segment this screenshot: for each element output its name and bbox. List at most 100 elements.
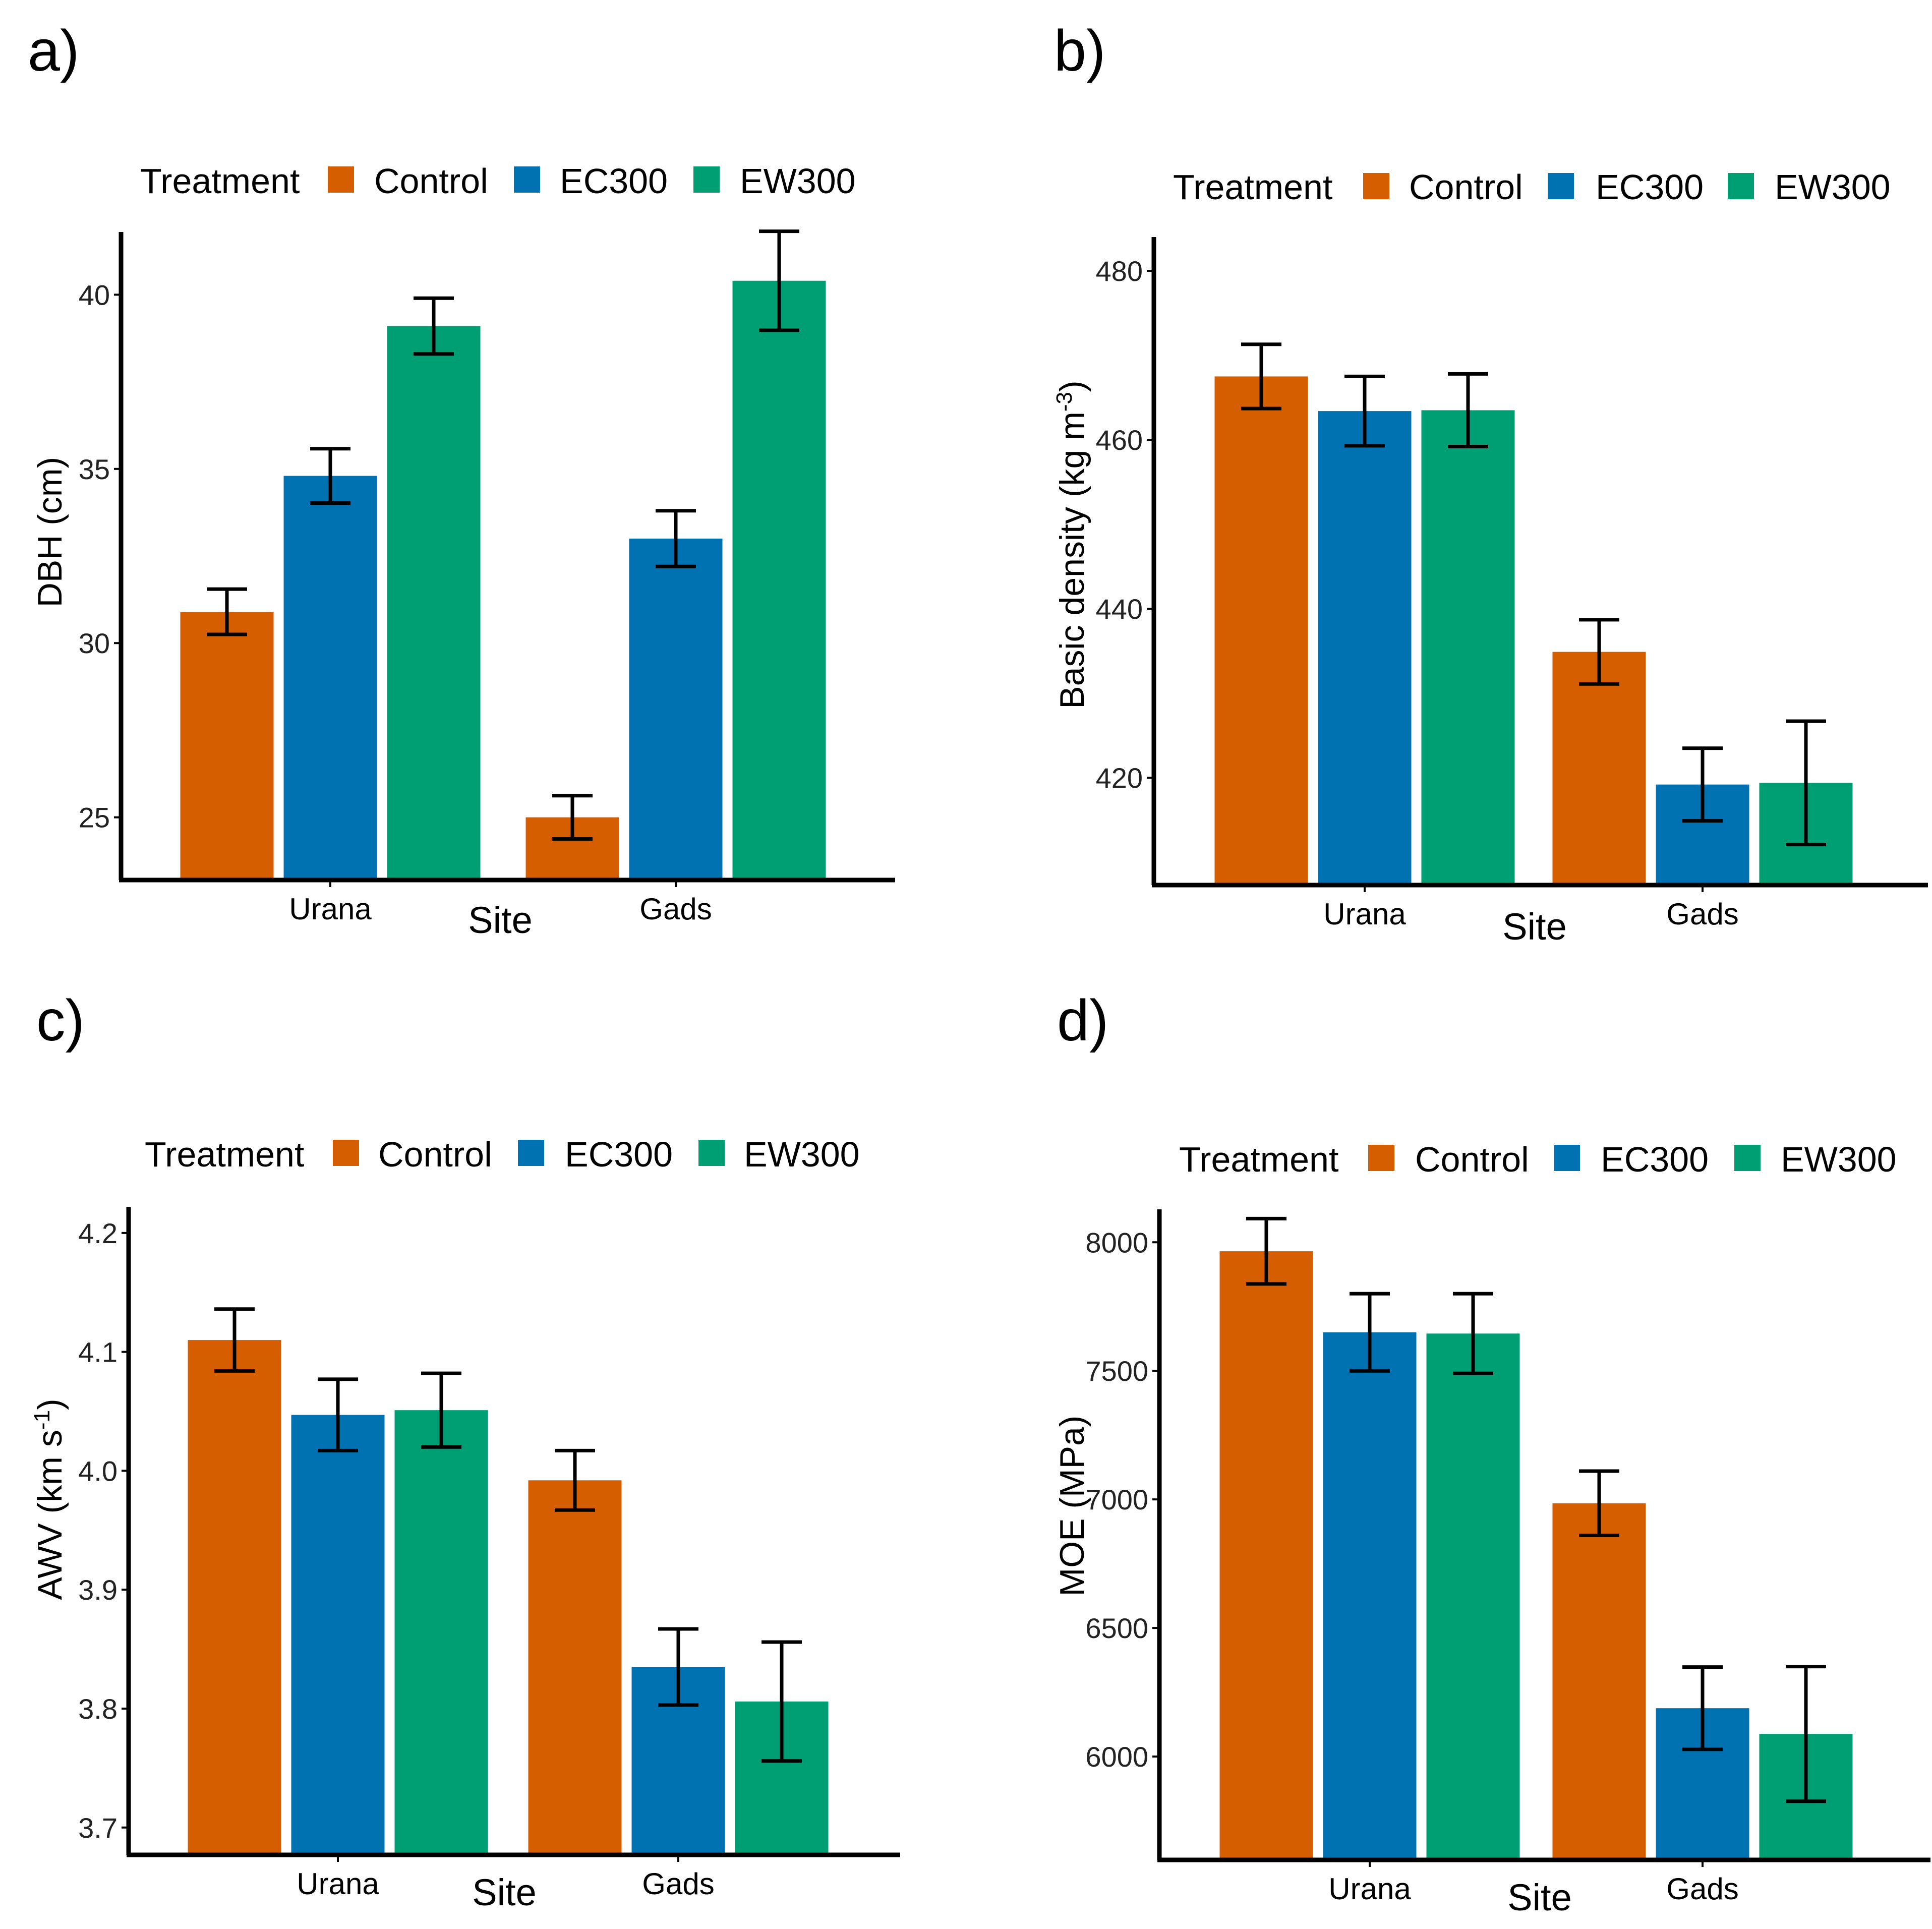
bar-gads-control	[1552, 1503, 1646, 1860]
axis-layer: Urana Gads 6000 6500 7000 7500 8000	[1085, 1209, 1930, 1906]
x-axis-title: Site	[472, 1872, 537, 1913]
legend-label-control: Control	[374, 161, 488, 201]
bars-layer	[188, 1340, 829, 1855]
errorbar-urana-ec300	[318, 1377, 358, 1452]
x-tick-label: Urana	[289, 892, 372, 926]
x-tick-label: Gads	[1666, 897, 1738, 931]
y-tick-label: 7500	[1085, 1355, 1148, 1387]
y-axis-title-main: MOE (MPa)	[1053, 1416, 1091, 1597]
y-axis-title: Basic density (kg m-3)	[1052, 380, 1092, 709]
errorbar-gads-control	[1579, 618, 1619, 686]
bar-urana-ew300	[1426, 1333, 1520, 1860]
legend-key-ew300	[1734, 1145, 1761, 1171]
axis-layer: Urana Gads 3.7 3.8 3.9 4.0 4.1 4.2	[78, 1207, 900, 1901]
bars-layer	[180, 280, 826, 881]
errorbar-urana-ec300	[1344, 374, 1385, 448]
y-axis-title-main: DBH (cm)	[31, 457, 69, 607]
y-tick-label: 6000	[1085, 1741, 1148, 1773]
x-tick-label: Urana	[297, 1867, 379, 1901]
legend-label-control: Control	[1409, 167, 1523, 207]
bar-urana-ec300	[1318, 411, 1412, 885]
errorbars-layer	[214, 1307, 802, 1763]
legend: Treatment Control EC300 EW300	[145, 1135, 860, 1174]
y-tick-label: 30	[79, 627, 110, 659]
x-axis-title: Site	[1507, 1877, 1572, 1918]
errorbars-layer	[1241, 342, 1826, 847]
y-axis-title-suffix: )	[1053, 380, 1091, 392]
panel-b: Urana Gads 420 440 460 480 b) Treatment Contr…	[966, 0, 1932, 964]
bar-gads-ew300	[732, 280, 826, 880]
legend-key-ew300	[693, 166, 720, 193]
y-tick-label: 4.1	[78, 1336, 118, 1368]
legend-key-ec300	[1548, 173, 1574, 199]
legend-label-ec300: EC300	[1596, 167, 1704, 207]
panel-a: Urana Gads 25 30 35 40 a) Treatment Control E…	[0, 0, 966, 964]
errorbar-urana-ec300	[1350, 1292, 1390, 1373]
panel-label: d)	[1057, 988, 1108, 1053]
bar-gads-ec300	[629, 538, 723, 880]
x-tick-label: Gads	[642, 1867, 714, 1901]
legend-key-ew300	[698, 1140, 725, 1166]
legend-key-ec300	[1554, 1145, 1580, 1171]
chart-b: Urana Gads 420 440 460 480 b) Treatment Contr…	[1052, 19, 1928, 948]
bar-urana-ew300	[1421, 410, 1515, 885]
bar-urana-control	[1219, 1251, 1313, 1860]
chart-c: Urana Gads 3.7 3.8 3.9 4.0 4.1 4.2 c) Treatment…	[30, 988, 900, 1913]
legend-label-ec300: EC300	[1601, 1140, 1709, 1179]
axis-layer: Urana Gads 420 440 460 480	[1096, 237, 1928, 931]
bar-urana-ew300	[394, 1410, 488, 1855]
bar-urana-control	[1214, 376, 1308, 885]
legend-key-control	[328, 166, 354, 193]
legend-key-control	[1368, 1145, 1394, 1171]
y-tick-label: 35	[79, 453, 110, 485]
legend-label-ew300: EW300	[1781, 1140, 1897, 1179]
errorbar-urana-control	[214, 1307, 255, 1373]
errorbar-gads-ec300	[658, 1627, 698, 1707]
panel-label: c)	[36, 988, 85, 1053]
y-tick-label: 6500	[1085, 1612, 1148, 1644]
bar-gads-control	[528, 1480, 622, 1855]
errorbar-gads-ew300	[1786, 719, 1826, 847]
legend-label-ec300: EC300	[565, 1135, 673, 1174]
x-axis-title: Site	[1502, 906, 1567, 948]
errorbar-gads-ew300	[762, 1640, 802, 1763]
errorbar-urana-control	[207, 587, 247, 636]
legend-key-ew300	[1728, 173, 1754, 199]
panel-c: Urana Gads 3.7 3.8 3.9 4.0 4.1 4.2 c) Treatment…	[0, 965, 966, 1929]
legend-label-control: Control	[378, 1135, 492, 1174]
errorbar-urana-ew300	[1453, 1292, 1493, 1375]
legend-key-ec300	[514, 166, 540, 193]
x-tick-label: Urana	[1328, 1872, 1411, 1906]
y-axis-title: AWV (km s-1)	[30, 1398, 70, 1600]
legend: Treatment Control EC300 EW300	[140, 161, 856, 201]
errorbar-gads-control	[555, 1448, 595, 1512]
x-tick-label: Gads	[639, 892, 712, 926]
y-axis-title-suffix: )	[31, 1398, 69, 1410]
legend-key-ec300	[518, 1140, 544, 1166]
y-tick-label: 3.8	[78, 1693, 118, 1725]
legend-key-control	[1363, 173, 1389, 199]
bar-urana-ec300	[1323, 1332, 1417, 1860]
y-axis-title-main: AWV (km s	[31, 1430, 69, 1600]
errorbar-urana-ew300	[414, 296, 454, 356]
legend-label-ew300: EW300	[740, 161, 856, 201]
panel-label: b)	[1054, 19, 1105, 83]
errorbar-urana-control	[1246, 1216, 1286, 1286]
bar-urana-ew300	[387, 326, 481, 881]
errorbar-gads-ec300	[656, 509, 696, 568]
y-tick-label: 460	[1096, 424, 1143, 456]
y-tick-label: 4.2	[78, 1217, 118, 1249]
panel-label: a)	[28, 19, 79, 83]
y-tick-label: 3.7	[78, 1812, 118, 1844]
legend-label-ec300: EC300	[560, 161, 668, 201]
legend-title: Treatment	[140, 161, 300, 201]
y-tick-label: 420	[1096, 762, 1143, 794]
errorbar-gads-control	[552, 794, 593, 841]
bar-gads-control	[1552, 652, 1646, 885]
x-axis-title: Site	[468, 899, 533, 941]
legend-title: Treatment	[1179, 1140, 1338, 1179]
x-tick-label: Urana	[1323, 897, 1406, 931]
legend: Treatment Control EC300 EW300	[1179, 1140, 1897, 1179]
bar-urana-ec300	[291, 1415, 385, 1855]
errorbars-layer	[1246, 1216, 1826, 1803]
